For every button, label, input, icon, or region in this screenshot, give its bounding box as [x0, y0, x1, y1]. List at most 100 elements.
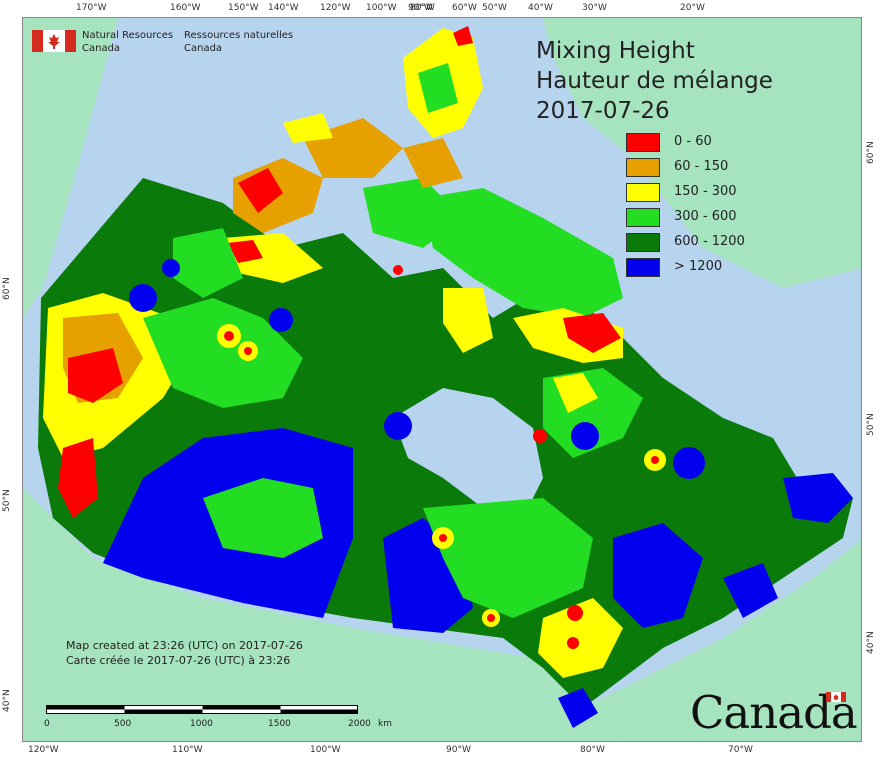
top-axis-label: 170°W	[76, 3, 107, 13]
credit-en: Map created at 23:26 (UTC) on 2017-07-26	[66, 639, 303, 652]
top-axis-label: 40°W	[528, 3, 553, 13]
west-region	[68, 348, 123, 403]
legend-label: 300 - 600	[674, 209, 737, 224]
legend-item: 150 - 300	[626, 183, 786, 202]
bottom-axis-label: 70°W	[728, 745, 753, 755]
top-axis-label: 100°W	[366, 3, 397, 13]
map-title: Mixing Height Hauteur de mélange 2017-07…	[536, 36, 773, 126]
legend-swatch	[626, 158, 660, 177]
quebec-region	[553, 373, 598, 413]
high-mixing-spot	[384, 412, 412, 440]
land-outside-region	[583, 539, 861, 741]
hotspot	[567, 637, 579, 649]
scale-tick: 1000	[190, 719, 213, 729]
agency-name-fr-line2: Canada	[184, 43, 223, 54]
hotspot	[439, 534, 447, 542]
top-axis-label: 150°W	[228, 3, 259, 13]
top-axis-label: 30°W	[582, 3, 607, 13]
legend-swatch	[626, 133, 660, 152]
legend-item: 600 - 1200	[626, 233, 786, 252]
scale-tick: 2000	[348, 719, 371, 729]
land-outside-region	[23, 488, 621, 741]
top-axis-label: 120°W	[320, 3, 351, 13]
legend-swatch	[626, 258, 660, 277]
high-mixing-spot	[571, 422, 599, 450]
bottom-axis-label: 100°W	[310, 745, 341, 755]
bottom-axis-label: 110°W	[172, 745, 203, 755]
wordmark-flag-icon	[826, 692, 846, 702]
canada-flag-icon	[32, 30, 76, 52]
right-axis-label: 40°N	[866, 631, 876, 654]
agency-name-fr-line1: Ressources naturelles	[184, 30, 294, 41]
scale-tick: 0	[44, 719, 50, 729]
top-axis-label: 20°W	[680, 3, 705, 13]
maritime-high-mixing	[783, 473, 853, 523]
legend-item: 300 - 600	[626, 208, 786, 227]
title-en: Mixing Height	[536, 38, 695, 64]
hotspot	[651, 456, 659, 464]
credit-fr: Carte créée le 2017-07-26 (UTC) à 23:26	[66, 654, 291, 667]
legend-label: 600 - 1200	[674, 234, 745, 249]
hudson-bay	[393, 388, 543, 518]
arctic-island	[418, 63, 458, 113]
scale-unit: km	[378, 719, 392, 729]
high-mixing-spot	[162, 259, 180, 277]
legend-swatch	[626, 183, 660, 202]
legend-swatch	[626, 208, 660, 227]
left-axis-label: 40°N	[2, 689, 12, 712]
title-date: 2017-07-26	[536, 98, 670, 124]
arctic-region	[228, 240, 263, 263]
title-fr: Hauteur de mélange	[536, 68, 773, 94]
scale-tick: 500	[114, 719, 132, 729]
top-axis-label: 60°W	[452, 3, 477, 13]
right-axis-label: 50°N	[866, 413, 876, 436]
hotspot	[244, 347, 252, 355]
west-region	[58, 438, 98, 518]
legend-label: 150 - 300	[674, 184, 737, 199]
baffin-region	[563, 313, 621, 353]
hotspot	[567, 605, 583, 621]
bottom-axis-label: 80°W	[580, 745, 605, 755]
map-credit: Map created at 23:26 (UTC) on 2017-07-26…	[66, 638, 303, 668]
high-mixing-spot	[673, 447, 705, 479]
maritime-high-mixing	[723, 563, 778, 618]
left-axis-label: 50°N	[2, 489, 12, 512]
legend-label: 60 - 150	[674, 159, 729, 174]
legend-item: 60 - 150	[626, 158, 786, 177]
prairie-region	[203, 478, 323, 558]
arctic-island	[453, 26, 473, 46]
quebec-high-mixing	[613, 523, 703, 628]
hotspot	[393, 265, 403, 275]
legend-label: > 1200	[674, 259, 723, 274]
map-canvas[interactable]	[22, 17, 862, 742]
legend-swatch	[626, 233, 660, 252]
scale-bar-graphic	[46, 705, 358, 714]
top-axis-label: 160°W	[170, 3, 201, 13]
top-axis-label: 90°W	[408, 3, 433, 13]
legend-label: 0 - 60	[674, 134, 712, 149]
legend-item: 0 - 60	[626, 133, 786, 152]
high-mixing-spot	[269, 308, 293, 332]
top-axis-label: 80°W	[410, 3, 435, 13]
baffin-island	[423, 188, 623, 318]
arctic-island	[403, 138, 463, 188]
right-axis-label: 60°N	[866, 141, 876, 164]
bottom-axis-label: 90°W	[446, 745, 471, 755]
arctic-island	[283, 113, 333, 143]
arctic-island	[238, 168, 283, 213]
west-region	[173, 228, 243, 298]
arctic-region	[443, 288, 493, 353]
agency-name-en-line1: Natural Resources	[82, 30, 174, 41]
land-outside-region	[23, 18, 118, 318]
scale-tick: 1500	[268, 719, 291, 729]
left-axis-label: 60°N	[2, 277, 12, 300]
top-axis-label: 140°W	[268, 3, 299, 13]
bottom-axis-label: 120°W	[28, 745, 59, 755]
great-lakes-high-mixing	[558, 688, 598, 728]
top-axis-label: 50°W	[482, 3, 507, 13]
map-svg	[23, 18, 861, 741]
hotspot	[533, 429, 547, 443]
region	[538, 598, 623, 678]
hotspot	[487, 614, 495, 622]
